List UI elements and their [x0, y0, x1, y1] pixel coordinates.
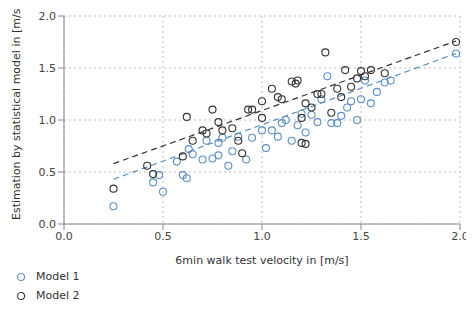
svg-text:2.0: 2.0	[451, 230, 466, 243]
svg-text:2.0: 2.0	[39, 10, 57, 23]
svg-text:1.0: 1.0	[39, 114, 57, 127]
svg-text:0.0: 0.0	[39, 218, 57, 231]
svg-text:0.0: 0.0	[55, 230, 73, 243]
html-text:Model 2: Model 2	[36, 289, 80, 302]
svg-text:Estimation by statistical mode: Estimation by statistical model in [m/s]	[10, 8, 23, 220]
svg-text:0.5: 0.5	[39, 166, 57, 179]
svg-text:1.5: 1.5	[39, 62, 57, 75]
html-text:Model 1: Model 1	[36, 270, 80, 283]
svg-text:1.0: 1.0	[253, 230, 271, 243]
svg-text:0.5: 0.5	[154, 230, 172, 243]
svg-text:1.5: 1.5	[352, 230, 370, 243]
svg-text:6min walk test velocity in [m/: 6min walk test velocity in [m/s]	[175, 254, 348, 267]
